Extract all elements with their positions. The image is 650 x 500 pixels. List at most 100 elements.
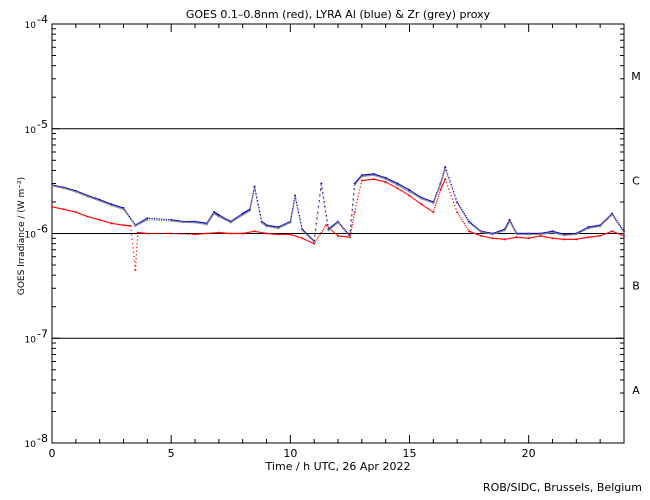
goes-trace-dot (442, 183, 444, 186)
goes-trace-dot (356, 201, 358, 204)
lyra_zr-trace-dot (202, 223, 205, 225)
lyra_zr-trace-dot (156, 219, 158, 221)
goes-trace-dot (272, 233, 275, 235)
lyra_zr-trace-dot (616, 221, 618, 223)
lyra_zr-trace-dot (614, 219, 617, 222)
goes-trace-dot (544, 236, 547, 238)
goes-trace-dot (518, 236, 520, 239)
lyra_al-trace-dot (415, 193, 418, 196)
lyra_zr-trace-dot (531, 233, 533, 236)
lyra_zr-trace-dot (120, 207, 122, 210)
lyra_zr-trace-dot (351, 210, 353, 212)
y-tick-exponent: -6 (37, 223, 48, 236)
goes-trace-dot (573, 238, 575, 241)
goes-trace-dot (163, 232, 165, 235)
lyra_al-trace-dot (364, 174, 367, 176)
goes-trace-dot (333, 231, 336, 234)
lyra_al-trace-dot (102, 200, 104, 202)
lyra_al-trace-dot (303, 230, 306, 233)
lyra_zr-trace-dot (496, 232, 499, 234)
lyra_zr-trace-dot (523, 233, 525, 236)
lyra_zr-trace-dot (474, 226, 476, 229)
lyra_zr-trace-dot (219, 216, 221, 218)
lyra_al-trace-dot (370, 173, 373, 175)
lyra_al-trace-dot (201, 221, 203, 224)
lyra_zr-trace-dot (443, 173, 445, 175)
goes-trace-dot (498, 238, 500, 240)
goes-trace-dot (406, 193, 408, 195)
lyra_zr-trace-dot (417, 195, 419, 198)
lyra_zr-point (539, 233, 542, 236)
lyra_zr-point (122, 208, 125, 211)
lyra_zr-trace-dot (131, 220, 133, 222)
lyra_al-trace-dot (280, 225, 282, 227)
lyra_zr-trace-dot (398, 185, 400, 187)
lyra_al-trace-dot (348, 233, 350, 236)
lyra_al-trace-dot (466, 216, 468, 219)
lyra_al-trace-dot (393, 181, 395, 183)
goes-trace-dot (246, 231, 249, 234)
goes-trace-dot (489, 237, 492, 239)
lyra_zr-trace-dot (165, 219, 168, 222)
lyra_zr-trace-dot (300, 223, 302, 225)
goes-trace-dot (251, 231, 253, 233)
lyra_zr-trace-dot (380, 176, 382, 179)
lyra_al-trace-dot (460, 207, 462, 209)
goes-trace-dot (187, 233, 189, 235)
goes-trace-dot (454, 204, 456, 207)
goes-trace-dot (436, 200, 438, 202)
lyra_zr-trace-dot (441, 178, 444, 180)
goes-trace-dot (81, 213, 83, 216)
lyra_al-trace-dot (314, 234, 316, 236)
goes-trace-dot (69, 210, 71, 212)
lyra_al-trace-dot (351, 214, 353, 216)
goes-trace-dot (597, 235, 599, 237)
lyra_zr-trace-dot (255, 194, 257, 196)
goes-trace-dot (448, 188, 450, 190)
lyra_zr-trace-dot (581, 230, 583, 233)
lyra_zr-trace-dot (445, 171, 448, 174)
goes-trace-dot (443, 181, 445, 184)
lyra_zr-trace-dot (464, 216, 467, 218)
lyra_al-trace-dot (172, 219, 175, 221)
lyra_al-trace-dot (591, 225, 593, 228)
lyra_al-trace-dot (369, 173, 371, 176)
lyra_zr-trace-dot (133, 223, 135, 226)
goes-trace-dot (232, 232, 234, 235)
goes-trace-dot (547, 236, 549, 239)
lyra_al-series (51, 166, 625, 242)
lyra_zr-trace-dot (493, 233, 495, 235)
lyra_zr-point (337, 221, 339, 224)
lyra_al-trace-dot (613, 216, 616, 218)
lyra_zr-trace-dot (256, 197, 258, 200)
goes-trace-dot (131, 242, 134, 245)
goes-trace-dot (212, 232, 214, 234)
goes-trace-dot (606, 232, 609, 234)
lyra_al-trace-dot (106, 201, 108, 204)
lyra_zr-trace-dot (413, 193, 415, 196)
lyra_al-point (444, 166, 447, 169)
goes-trace-dot (270, 233, 272, 235)
lyra_zr-trace-dot (460, 208, 462, 210)
goes-trace-dot (525, 237, 527, 239)
goes-trace-dot (357, 195, 359, 198)
lyra_zr-trace-dot (237, 217, 239, 219)
goes-trace-dot (226, 232, 228, 234)
lyra_al-trace-dot (82, 193, 84, 195)
lyra_al-trace-dot (126, 212, 128, 214)
lyra_zr-trace-dot (340, 226, 343, 228)
lyra_zr-trace-dot (525, 233, 527, 236)
lyra_zr-point (110, 204, 113, 207)
lyra_al-trace-dot (605, 218, 607, 221)
lyra_zr-trace-dot (440, 182, 442, 185)
goes-trace-dot (197, 233, 200, 235)
lyra_zr-trace-dot (190, 221, 193, 224)
goes-trace-dot (303, 238, 306, 241)
goes-trace-dot (207, 232, 209, 235)
lyra_al-trace-dot (283, 223, 286, 226)
lyra_al-trace-dot (153, 217, 156, 220)
lyra_al-point (408, 189, 411, 192)
lyra_zr-point (194, 221, 196, 224)
lyra_al-trace-dot (322, 196, 325, 198)
goes-trace-dot (319, 233, 321, 236)
